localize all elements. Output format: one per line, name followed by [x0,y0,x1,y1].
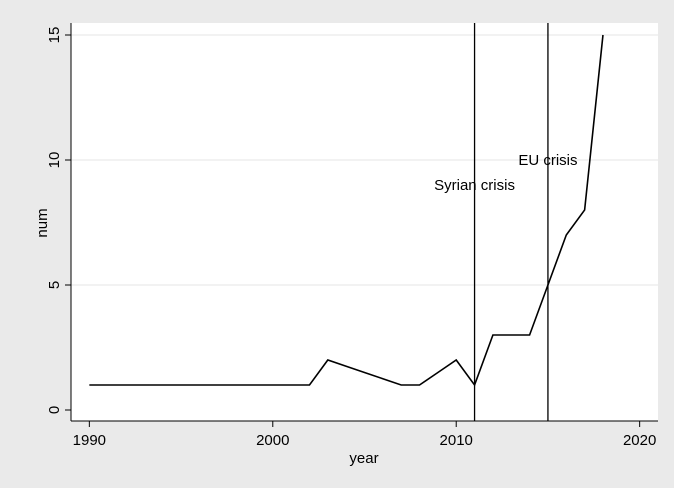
annotation-label: Syrian crisis [434,177,515,194]
y-tick-label: 10 [46,152,63,169]
y-tick-label: 15 [46,27,63,44]
x-tick-label: 2020 [623,432,656,449]
y-axis-label: num [34,208,51,237]
y-tick-label: 0 [46,406,63,414]
x-axis-label: year [349,450,378,467]
grid-lines [71,34,658,286]
x-tick-label: 2000 [256,432,289,449]
series [89,34,604,387]
series-line [89,34,604,387]
plot-area [71,23,658,421]
x-tick-label: 2010 [440,432,473,449]
x-tick-label: 1990 [73,432,106,449]
axes: 1990 2000 2010 2020 0 5 10 15 [46,23,658,449]
annotation-label: EU crisis [518,152,577,169]
y-tick-label: 5 [46,281,63,289]
